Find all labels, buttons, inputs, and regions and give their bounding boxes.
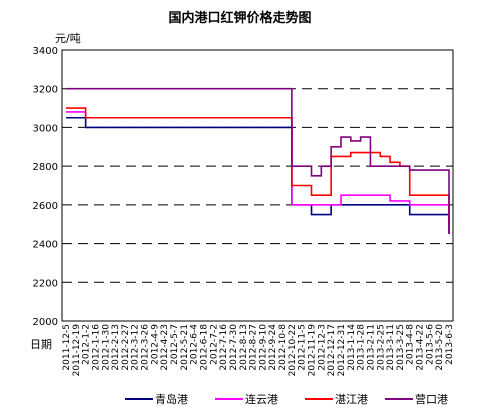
x-tick-label: 2012-12-3 [317, 324, 327, 371]
x-tick-label: 2012-9-10 [258, 324, 268, 371]
x-tick-label: 2013-6-3 [445, 324, 455, 365]
x-tick-label: 2012-6-18 [199, 324, 209, 371]
y-tick-label: 2600 [33, 201, 58, 212]
y-axis-label: 元/吨 [55, 32, 81, 45]
y-tick-label: 2400 [33, 240, 58, 251]
x-tick-label: 2012-2-13 [111, 324, 121, 371]
series-line-0 [66, 116, 450, 234]
x-tick-label: 2013-5-20 [435, 324, 445, 371]
x-tick-label: 2011-12-19 [72, 324, 82, 377]
series-line-1 [66, 111, 450, 234]
x-tick-label: 2013-1-14 [347, 324, 357, 371]
legend: 青岛港 连云港 湛江港 营口港 [125, 392, 448, 406]
x-tick-label: 2013-4-8 [406, 324, 416, 365]
legend-label: 青岛港 [155, 392, 188, 406]
x-tick-label: 2012-7-16 [219, 324, 229, 371]
x-tick-label: 2012-1-30 [101, 324, 111, 371]
plot-frame [61, 49, 454, 322]
x-tick-label: 2012-10-8 [278, 324, 288, 371]
x-tick-label: 2013-5-6 [425, 324, 435, 365]
x-tick-label: 2012-8-13 [239, 324, 249, 371]
x-tick-labels: 2011-12-5 2011-12-19 2012-1-2 2012-1-16 2012… [62, 324, 455, 377]
chart-title: 国内港口红钾价格走势图 [168, 10, 311, 26]
series-line-3 [66, 87, 450, 234]
x-tick-label: 2013-2-25 [376, 324, 386, 371]
x-tick-label: 2012-11-5 [298, 324, 308, 371]
x-tick-label: 2012-3-26 [141, 324, 151, 371]
x-tick-label: 2013-3-11 [386, 324, 396, 371]
x-tick-label: 2012-4-23 [160, 324, 170, 371]
x-tick-label: 2013-3-25 [396, 324, 406, 371]
x-tick-label: 2012-5-21 [180, 324, 190, 371]
y-tick-label: 3200 [33, 85, 58, 96]
legend-label: 湛江港 [335, 393, 368, 406]
legend-label: 营口港 [415, 392, 448, 406]
x-tick-label: 2013-4-22 [416, 324, 426, 371]
x-tick-label: 2012-7-2 [209, 324, 219, 365]
y-tick-label: 3400 [33, 46, 58, 57]
y-tick-label: 2000 [33, 317, 58, 328]
x-tick-label: 2012-3-12 [131, 324, 141, 371]
legend-label: 连云港 [245, 393, 278, 406]
x-tick-label: 2012-5-7 [170, 324, 180, 365]
x-tick-label: 2012-7-30 [229, 324, 239, 371]
x-tick-label: 2012-6-4 [190, 324, 200, 365]
x-tick-label: 2012-11-19 [308, 324, 318, 377]
x-tick-label: 2012-1-16 [91, 324, 101, 371]
x-axis-label: 日期 [30, 338, 52, 351]
y-tick-label: 2800 [33, 162, 58, 173]
series-lines [66, 87, 450, 234]
x-tick-label: 2012-1-2 [82, 324, 92, 365]
x-tick-label: 2012-2-27 [121, 324, 131, 371]
x-tick-label: 2013-1-28 [357, 324, 367, 371]
x-tick-label: 2011-12-5 [62, 324, 72, 371]
x-tick-label: 2012-10-22 [288, 324, 298, 376]
y-tick-label: 2200 [33, 278, 58, 289]
x-tick-label: 2012-12-31 [337, 324, 347, 376]
x-tick-label: 2012-9-24 [268, 324, 278, 371]
x-tick-label: 2012-12-17 [327, 324, 337, 376]
y-tick-label: 3000 [33, 123, 58, 134]
x-tick-label: 2012-8-27 [249, 324, 259, 371]
x-tick-label: 2013-2-11 [366, 324, 376, 371]
y-tick-labels: 2000 2200 2400 2600 2800 3000 3200 3400 [33, 46, 58, 328]
x-tick-label: 2012-4-9 [150, 324, 160, 365]
